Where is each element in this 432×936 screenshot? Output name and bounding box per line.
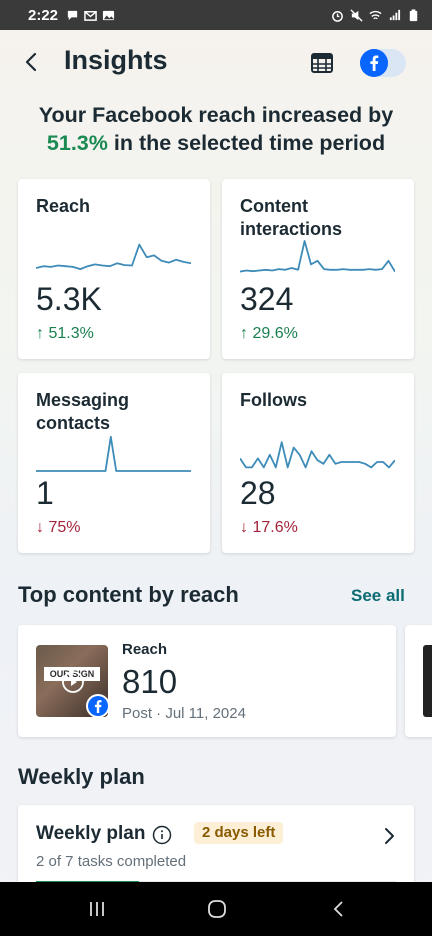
facebook-icon	[360, 49, 388, 77]
metric-change-value: 51.3%	[48, 325, 94, 342]
status-time: 2:22	[28, 6, 59, 24]
sparkline-path	[36, 243, 191, 270]
metric-card-content-interactions[interactable]: Content interactions 324 ↑ 29.6%	[222, 179, 414, 359]
post-metric-label: Reach	[122, 641, 168, 658]
up-arrow-icon: ↑	[36, 325, 44, 342]
follows-sparkline	[240, 441, 395, 469]
next-post-card-peek[interactable]	[405, 625, 432, 737]
metric-value: 5.3K	[36, 281, 102, 317]
info-icon[interactable]	[152, 825, 172, 845]
metric-value: 324	[240, 281, 294, 317]
facebook-account-toggle[interactable]	[360, 49, 406, 77]
gallery-icon	[102, 10, 115, 20]
headline-rest: in the selected time period	[107, 131, 386, 155]
headline-line-1: Your Facebook reach increased by	[38, 103, 394, 127]
mute-icon	[350, 8, 363, 22]
sparkline-path	[240, 240, 395, 273]
top-post-card[interactable]: OUR SIGN Reach 810 Post · Jul 11, 2024	[18, 625, 396, 737]
metric-change: ↑ 29.6%	[240, 325, 298, 343]
alarm-icon	[332, 10, 343, 22]
metric-change: ↓ 75%	[36, 519, 80, 537]
page-title: Insights	[64, 45, 168, 75]
metric-change-value: 29.6%	[252, 325, 298, 342]
metric-label: Messaging contacts	[36, 390, 130, 433]
up-arrow-icon: ↑	[240, 325, 248, 342]
calendar-icon[interactable]	[310, 51, 334, 75]
facebook-badge-icon	[86, 694, 110, 718]
metric-change-value: 17.6%	[252, 519, 298, 536]
plan-progress-text: 2 of 7 tasks completed	[36, 853, 187, 870]
down-arrow-icon: ↓	[36, 519, 44, 536]
messaging-contacts-sparkline	[36, 435, 191, 472]
top-content-title: Top content by reach	[18, 582, 239, 607]
next-post-thumbnail	[423, 645, 432, 717]
wifi-icon	[369, 10, 382, 19]
post-meta: Post · Jul 11, 2024	[122, 705, 246, 722]
metric-label: Reach	[36, 196, 91, 216]
metric-label: Follows	[240, 390, 307, 410]
sparkline-path	[240, 441, 395, 469]
back-nav-icon[interactable]	[328, 898, 350, 920]
metric-change-value: 75%	[48, 519, 81, 536]
metric-label: Content interactions	[240, 196, 343, 239]
post-metric-value: 810	[122, 663, 178, 700]
reach-headline: Your Facebook reach increased by 51.3% i…	[0, 101, 432, 157]
chat-icon	[67, 10, 78, 20]
metric-card-reach[interactable]: Reach 5.3K ↑ 51.3%	[18, 179, 210, 359]
see-all-link[interactable]: See all	[351, 586, 405, 605]
metric-change: ↑ 51.3%	[36, 325, 94, 343]
sparkline-path	[36, 435, 191, 472]
metric-card-messaging-contacts[interactable]: Messaging contacts 1 ↓ 75%	[18, 373, 210, 553]
days-left-badge: 2 days left	[194, 822, 284, 844]
recent-apps-icon[interactable]	[86, 898, 108, 920]
down-arrow-icon: ↓	[240, 519, 248, 536]
system-nav-bar	[0, 882, 432, 936]
weekly-plan-section-title: Weekly plan	[18, 764, 145, 789]
metric-value: 28	[240, 475, 276, 511]
headline-line-2: 51.3% in the selected time period	[0, 129, 432, 157]
app-header: Insights	[0, 30, 432, 96]
metric-value: 1	[36, 475, 54, 511]
home-icon[interactable]	[206, 898, 228, 920]
battery-icon	[409, 8, 418, 21]
headline-percent: 51.3%	[46, 131, 108, 155]
metric-card-follows[interactable]: Follows 28 ↓ 17.6%	[222, 373, 414, 553]
metric-change: ↓ 17.6%	[240, 519, 298, 537]
status-bar: 2:22	[0, 0, 432, 30]
weekly-plan-title: Weekly plan	[36, 823, 146, 844]
play-icon	[62, 671, 84, 693]
signal-icon	[389, 9, 401, 20]
gmail-icon	[84, 10, 97, 21]
chevron-right-icon[interactable]	[378, 825, 400, 847]
thumbnail-text: OUR SIGN	[44, 667, 100, 681]
content-interactions-sparkline	[240, 240, 395, 273]
back-arrow-icon[interactable]	[20, 50, 44, 74]
reach-sparkline	[36, 243, 191, 270]
